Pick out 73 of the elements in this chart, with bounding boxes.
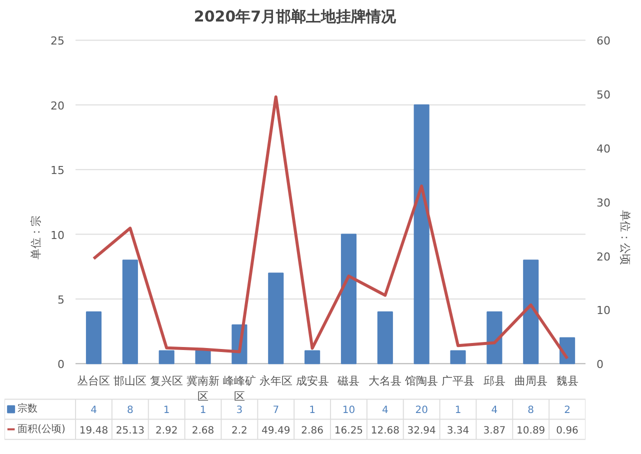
- y2-tick-label: 20: [596, 250, 610, 264]
- data-label: 3.87: [483, 425, 506, 436]
- data-label: 4: [90, 405, 97, 416]
- data-label: 19.48: [79, 425, 108, 436]
- data-label: 2.68: [192, 425, 214, 436]
- y-tick-label: 20: [50, 99, 65, 112]
- y2-tick-label: 0: [596, 358, 604, 372]
- y2-tick-label: 60: [596, 34, 610, 48]
- y-tick-label: 15: [50, 164, 65, 178]
- data-label: 2.86: [301, 425, 324, 436]
- data-label: 3: [236, 405, 243, 416]
- data-label: 2.2: [232, 425, 248, 436]
- line-series: [92, 95, 569, 360]
- bar: [486, 311, 502, 364]
- x-tick-label: 邱县: [483, 374, 506, 388]
- data-label: 1: [163, 405, 170, 416]
- x-tick-label: 冀南新区: [186, 374, 220, 404]
- bar: [377, 311, 393, 364]
- data-label: 1: [200, 405, 206, 416]
- y2-tick-label: 30: [596, 196, 610, 210]
- bar: [414, 104, 430, 364]
- y2-axis-title: 单位：公顷: [618, 210, 632, 265]
- bar: [304, 350, 320, 364]
- bar: [195, 350, 211, 364]
- data-label: 1: [309, 405, 316, 416]
- bar: [340, 234, 357, 364]
- data-label: 4: [491, 405, 498, 416]
- x-tick-label: 成安县: [296, 374, 329, 388]
- x-tick-label: 丛台区: [77, 374, 110, 388]
- data-label: 0.96: [556, 425, 578, 436]
- y-tick-label: 0: [58, 358, 65, 372]
- x-tick-label: 邯山区: [114, 374, 147, 388]
- bar: [158, 350, 174, 364]
- chart-title: 2020年7月邯郸土地挂牌情况: [194, 8, 398, 26]
- x-tick-label: 魏县: [556, 374, 578, 388]
- data-label: 8: [126, 405, 134, 416]
- x-tick-label: 馆陶县: [404, 374, 438, 388]
- legend-label: 宗数: [18, 402, 38, 415]
- x-tick-label: 磁县: [336, 374, 360, 388]
- legend-label: 面积(公顷): [18, 422, 66, 435]
- y2-tick-label: 10: [596, 304, 610, 318]
- y-tick-label: 25: [50, 34, 65, 48]
- data-label: 12.68: [370, 425, 400, 436]
- data-label: 10: [342, 405, 356, 416]
- bar: [268, 272, 284, 364]
- x-tick-label: 峰峰矿区: [222, 374, 256, 404]
- x-tick-label: 广平县: [442, 374, 475, 388]
- bar: [122, 260, 138, 364]
- x-tick-label: 永年区: [259, 374, 292, 388]
- data-label: 25.13: [116, 425, 144, 436]
- x-tick-label: 曲周县: [514, 374, 548, 388]
- bar: [523, 260, 539, 364]
- data-label: 20: [415, 405, 428, 416]
- y2-tick-label: 50: [596, 88, 610, 102]
- y2-tick-label: 40: [596, 142, 610, 156]
- data-label: 49.49: [262, 425, 290, 436]
- x-tick-label: 复兴区: [150, 374, 184, 388]
- data-label: 3.34: [446, 425, 470, 436]
- bar: [86, 311, 102, 364]
- bar: [450, 350, 466, 364]
- data-label: 16.25: [334, 425, 364, 436]
- y-tick-label: 5: [58, 293, 65, 306]
- data-label: 4: [382, 405, 388, 416]
- data-label: 10.89: [516, 425, 546, 436]
- data-label: 1: [454, 405, 462, 416]
- y-tick-label: 10: [50, 228, 65, 242]
- y-axis-title: 单位：宗: [30, 216, 43, 260]
- data-label: 7: [272, 405, 280, 416]
- data-label: 2: [564, 405, 570, 416]
- data-label: 32.94: [407, 425, 436, 436]
- x-tick-label: 大名县: [368, 374, 402, 388]
- data-label: 2.92: [155, 425, 178, 436]
- data-label: 8: [528, 405, 534, 416]
